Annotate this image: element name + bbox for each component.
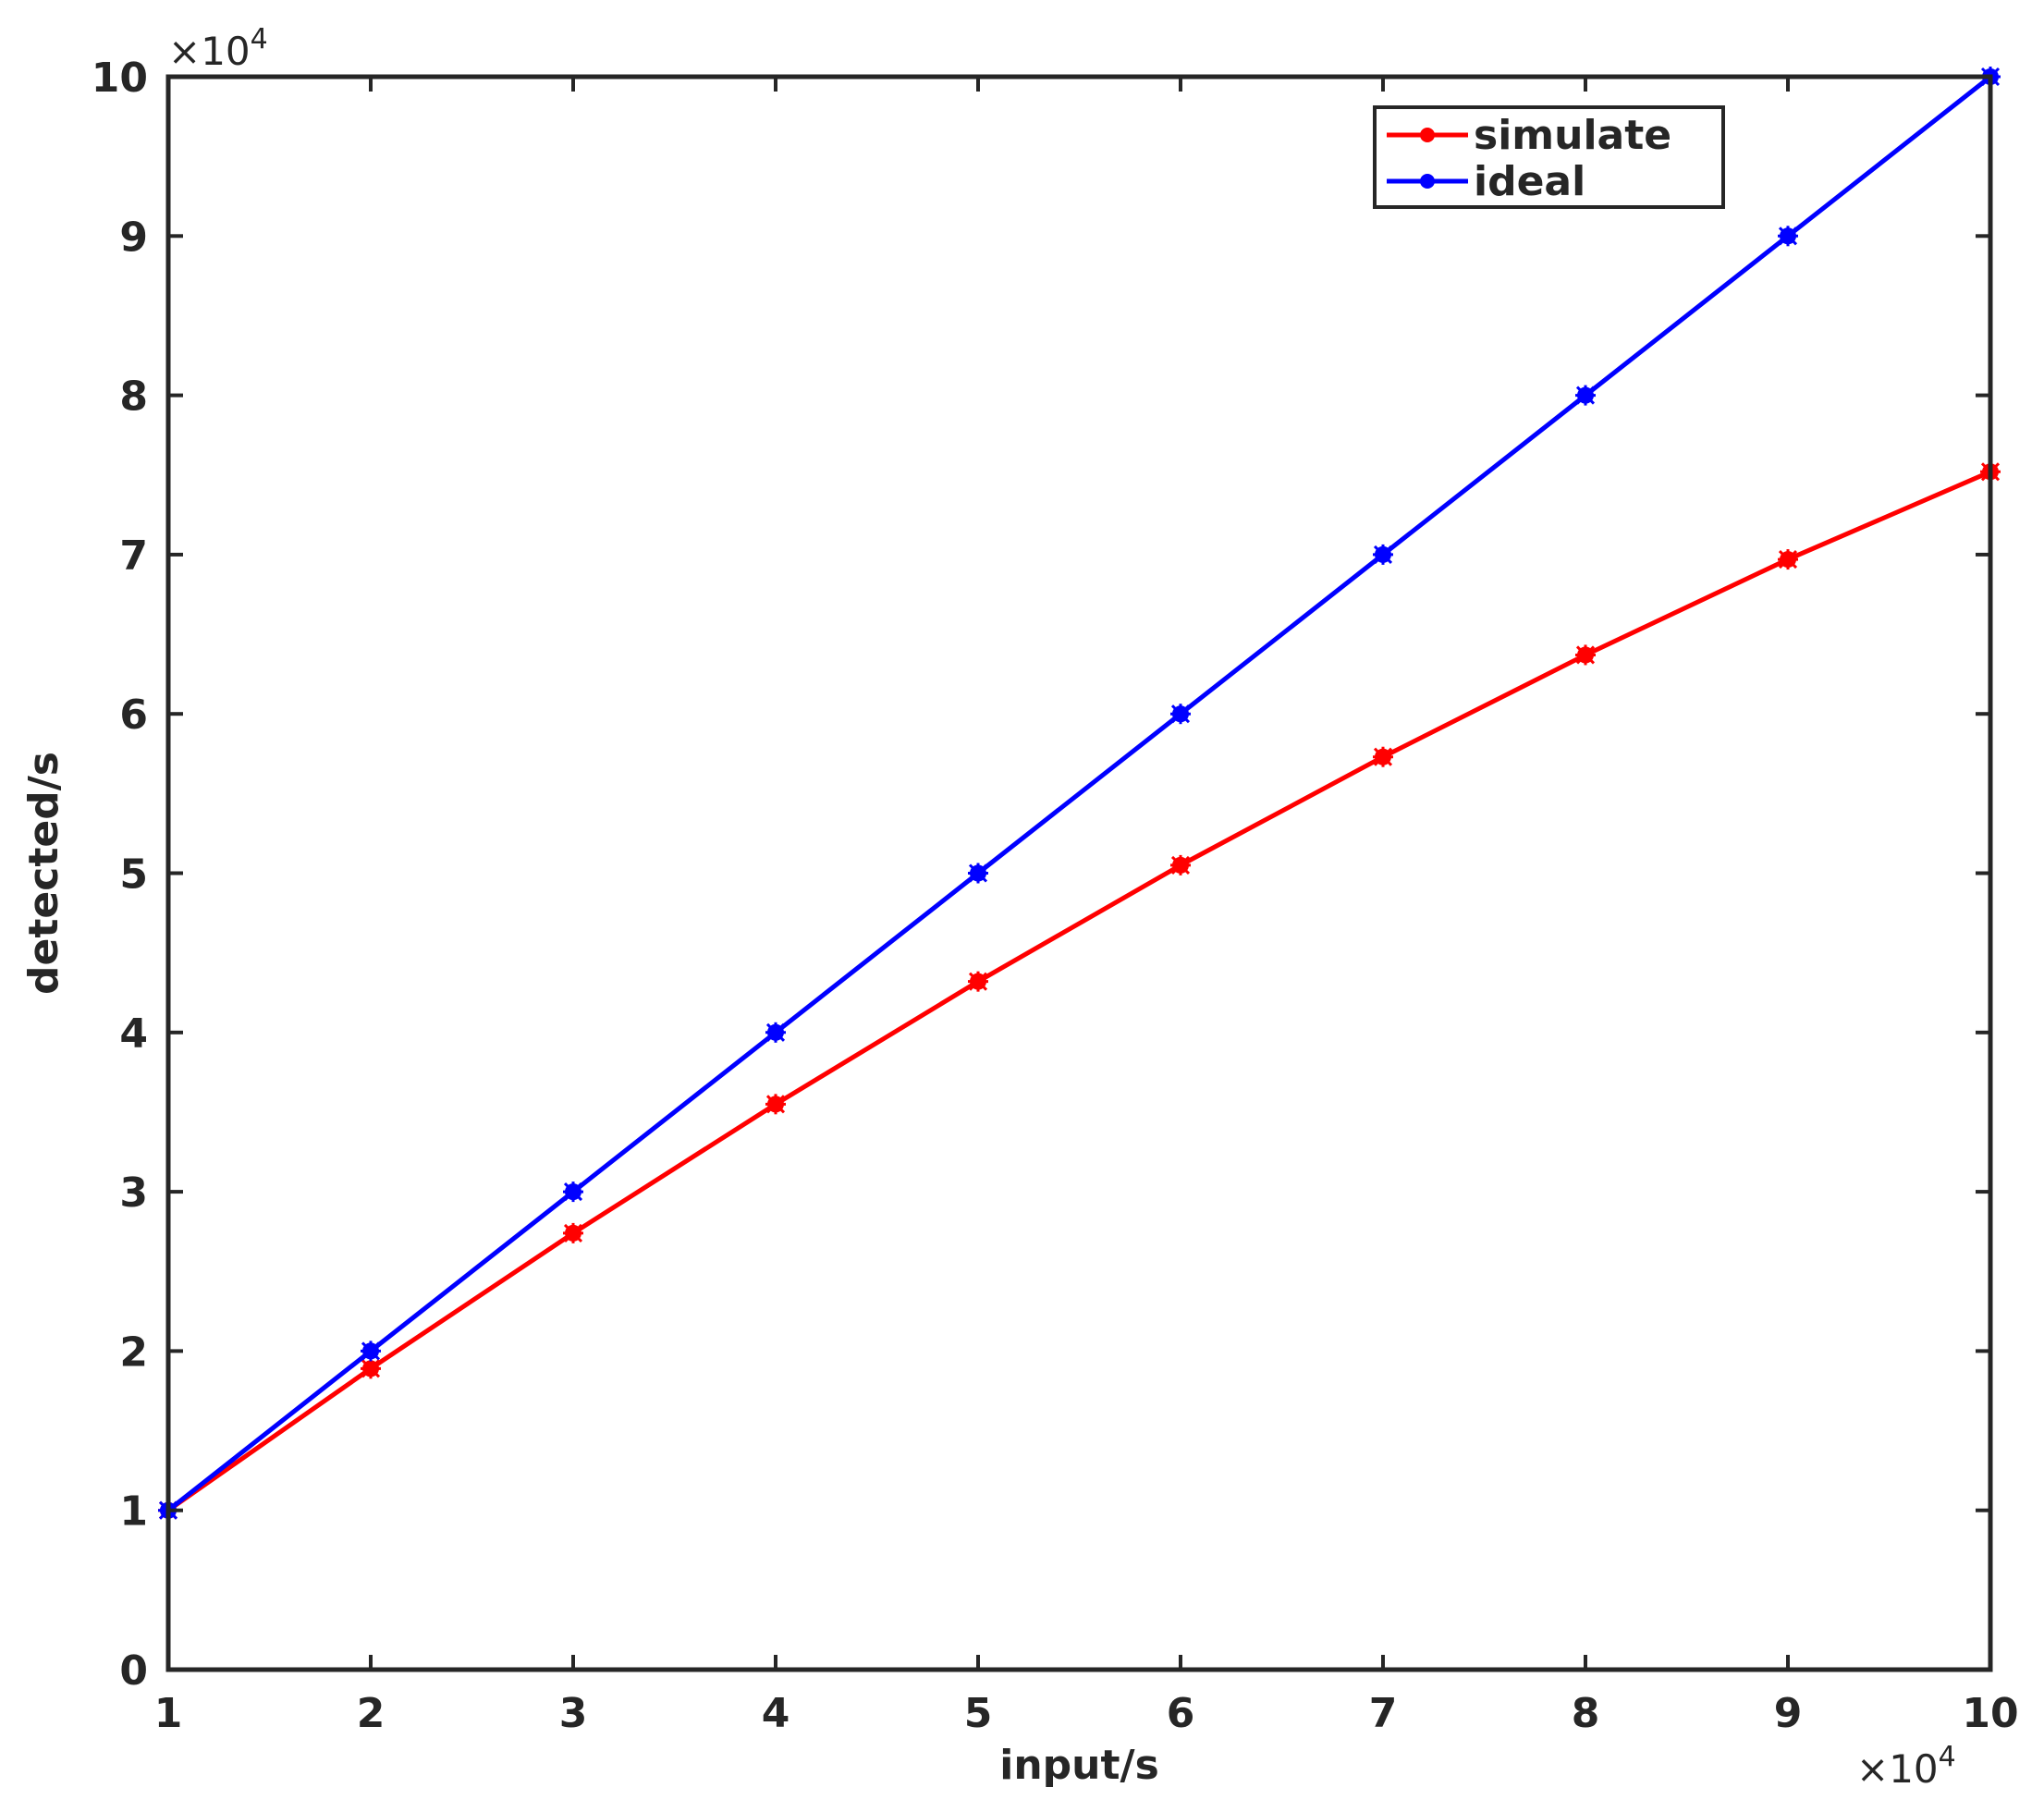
data-point-simulate — [1170, 854, 1191, 875]
legend-box — [1373, 105, 1725, 209]
y-tick-label: 7 — [119, 533, 148, 580]
series-line-simulate — [166, 470, 1991, 1512]
data-point-simulate — [361, 1358, 381, 1379]
x-tick-label: 8 — [1572, 1690, 1600, 1737]
x-tick-label: 1 — [154, 1690, 183, 1737]
y-tick-label: 5 — [119, 851, 148, 899]
legend-marker — [1420, 128, 1435, 142]
y-axis-label: detected/s — [20, 752, 67, 995]
x-axis-multiplier-exponent: 4 — [1939, 1741, 1956, 1773]
x-tick-label: 2 — [357, 1690, 386, 1737]
x-tick-label: 6 — [1167, 1690, 1195, 1737]
y-tick-label: 8 — [119, 373, 148, 421]
data-point-ideal — [1373, 544, 1393, 565]
series-layer — [158, 67, 2001, 1521]
data-point-simulate — [1575, 644, 1596, 666]
data-point-simulate — [968, 971, 988, 992]
y-tick-label: 4 — [119, 1010, 148, 1058]
data-point-ideal — [1778, 226, 1798, 247]
data-point-ideal — [563, 1181, 583, 1203]
plot-frame — [165, 74, 1993, 1672]
x-tick-label: 9 — [1774, 1690, 1803, 1737]
y-axis-multiplier: ×104 — [168, 23, 268, 74]
legend-label: ideal — [1474, 158, 1585, 205]
x-tick-label: 10 — [1962, 1690, 2018, 1737]
data-point-ideal — [968, 863, 988, 884]
y-tick-label: 0 — [119, 1647, 148, 1695]
y-tick-label: 10 — [92, 55, 148, 102]
x-tick-label: 5 — [964, 1690, 993, 1737]
ticks-layer — [166, 75, 1992, 1671]
y-tick-label: 9 — [119, 214, 148, 261]
x-axis-multiplier: ×104 — [1856, 1741, 1956, 1792]
legend-label: simulate — [1474, 112, 1671, 159]
data-point-ideal — [1170, 704, 1191, 725]
x-tick-label: 3 — [559, 1690, 588, 1737]
data-point-ideal — [765, 1022, 786, 1043]
y-tick-label: 1 — [119, 1488, 148, 1536]
data-point-ideal — [1575, 385, 1596, 406]
y-tick-label: 3 — [119, 1169, 148, 1217]
data-point-ideal — [361, 1341, 381, 1362]
data-point-simulate — [1778, 549, 1798, 570]
y-axis-multiplier-exponent: 4 — [251, 23, 268, 55]
x-tick-label: 4 — [762, 1690, 790, 1737]
y-tick-label: 6 — [119, 692, 148, 739]
x-axis-label: input/s — [999, 1742, 1159, 1789]
legend-item-ideal: ideal — [1387, 158, 1585, 205]
data-point-simulate — [563, 1222, 583, 1243]
y-tick-label: 2 — [119, 1328, 148, 1376]
legend-marker — [1420, 174, 1435, 189]
series-line-ideal — [166, 75, 1992, 1512]
data-point-simulate — [1373, 746, 1393, 767]
legend-item-simulate: simulate — [1387, 112, 1671, 159]
y-axis-multiplier-base: ×10 — [168, 29, 251, 74]
data-point-simulate — [765, 1094, 786, 1115]
x-axis-multiplier-base: ×10 — [1856, 1746, 1939, 1792]
x-tick-label: 7 — [1369, 1690, 1398, 1737]
